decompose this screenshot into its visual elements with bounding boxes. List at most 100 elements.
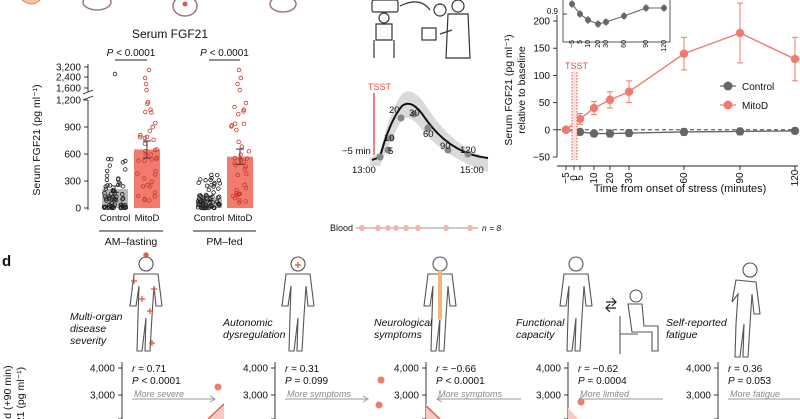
symptom-p: P = 0.0004 (578, 376, 627, 387)
y-tick-label: 3,200 (56, 63, 81, 74)
data-point (101, 204, 107, 210)
data-point (202, 205, 208, 210)
scatter-point (375, 401, 383, 409)
series-point-control (679, 127, 689, 137)
data-point (236, 191, 242, 197)
data-point (148, 152, 154, 157)
transfer-arrows-icon (605, 297, 617, 313)
x-tick-label: 20 (605, 172, 616, 184)
data-point (110, 195, 116, 200)
outlier-point (144, 87, 149, 93)
ci-band (568, 408, 578, 419)
data-point (112, 189, 117, 194)
data-point (146, 198, 152, 203)
symptom-title: capacity (516, 329, 555, 341)
symptom-p: P < 0.0001 (436, 376, 485, 387)
inset-xtick-label: 30 (603, 40, 610, 48)
response-curve (371, 102, 489, 161)
data-point (142, 135, 148, 141)
data-point (150, 124, 155, 130)
x-tick-label: 90 (735, 172, 746, 184)
inset-point (621, 13, 627, 19)
x-tick-label: 30 (624, 172, 635, 184)
data-point (198, 194, 204, 199)
group-label: PM–fed (206, 236, 242, 248)
blood-sample-dot (359, 225, 365, 231)
data-point (211, 190, 216, 195)
data-point (210, 200, 215, 205)
data-point (120, 192, 125, 197)
direction-arrow-head-icon (362, 395, 369, 403)
data-point (230, 193, 236, 199)
bar-label: MitoD (135, 213, 160, 224)
data-point (149, 157, 154, 162)
symptom-title: Functional (516, 317, 565, 329)
direction-arrow-head-icon (436, 395, 443, 403)
symptom-y-tick-label: 4,000 (394, 364, 419, 375)
time-tsst-label: TSST (565, 61, 589, 71)
data-point (243, 199, 248, 204)
blood-sample-dots (359, 225, 473, 231)
mitochondria-icon (21, 0, 41, 5)
data-point (118, 205, 123, 211)
data-point (245, 156, 250, 161)
data-point (237, 198, 243, 203)
tp-label: 120 (460, 145, 476, 156)
panel-label-d: d (2, 253, 11, 270)
data-point (153, 120, 158, 126)
data-point (143, 149, 148, 154)
legend-control-marker (723, 81, 733, 91)
data-point (238, 152, 243, 157)
data-point (244, 171, 249, 177)
inset-point (603, 19, 609, 25)
y-tick-label: 1,200 (56, 96, 81, 107)
blood-sample-dot (385, 225, 391, 231)
data-point (141, 176, 147, 181)
data-point (239, 144, 245, 149)
data-point (105, 168, 110, 174)
data-point (152, 172, 158, 177)
left-dots (101, 67, 252, 211)
data-point (216, 203, 222, 208)
outlier-point (142, 75, 148, 81)
data-point (232, 121, 238, 126)
series-point-mitod (624, 87, 634, 96)
data-point (215, 172, 220, 178)
y-tick-label: 0 (75, 204, 81, 215)
data-point (154, 155, 160, 161)
inset-xtick-label: 90 (643, 40, 650, 48)
tsst-schematic: TSST −5 min 5 10 20 30 60 90 120 13:00 1… (330, 0, 501, 233)
series-point-mitod (679, 49, 689, 58)
data-point (117, 180, 122, 186)
body-figure-icon (129, 252, 163, 352)
data-point (106, 194, 112, 199)
data-point (123, 205, 128, 210)
tp-label: 5 (388, 146, 393, 157)
bar-label: Control (194, 213, 225, 224)
tp-label: 30 (409, 108, 420, 119)
blood-sample-dot (403, 225, 409, 231)
outlier-point (235, 81, 240, 87)
inset-xtick-label: 60 (621, 40, 628, 48)
symptom-y-tick-label: 4,000 (536, 364, 561, 375)
symptom-title: Multi-organ (70, 311, 123, 323)
data-point (122, 202, 128, 208)
data-point (210, 194, 215, 200)
data-point (207, 196, 212, 202)
data-point (209, 175, 214, 181)
data-point (211, 205, 216, 210)
data-point (241, 109, 246, 114)
data-point (143, 151, 149, 157)
symptom-ylabel-1: ed (+90 min) (2, 365, 14, 419)
data-point (195, 199, 201, 204)
series-point-control (790, 126, 800, 136)
symptom-y-tick-label: 3,000 (394, 391, 419, 402)
data-point (142, 141, 148, 146)
bar-mitod (227, 156, 253, 208)
data-point (241, 107, 247, 112)
data-point (135, 171, 140, 176)
scatter-point (214, 383, 222, 391)
data-point (104, 198, 109, 203)
outlier-point (146, 67, 152, 73)
symptom-title: severity (70, 335, 107, 347)
